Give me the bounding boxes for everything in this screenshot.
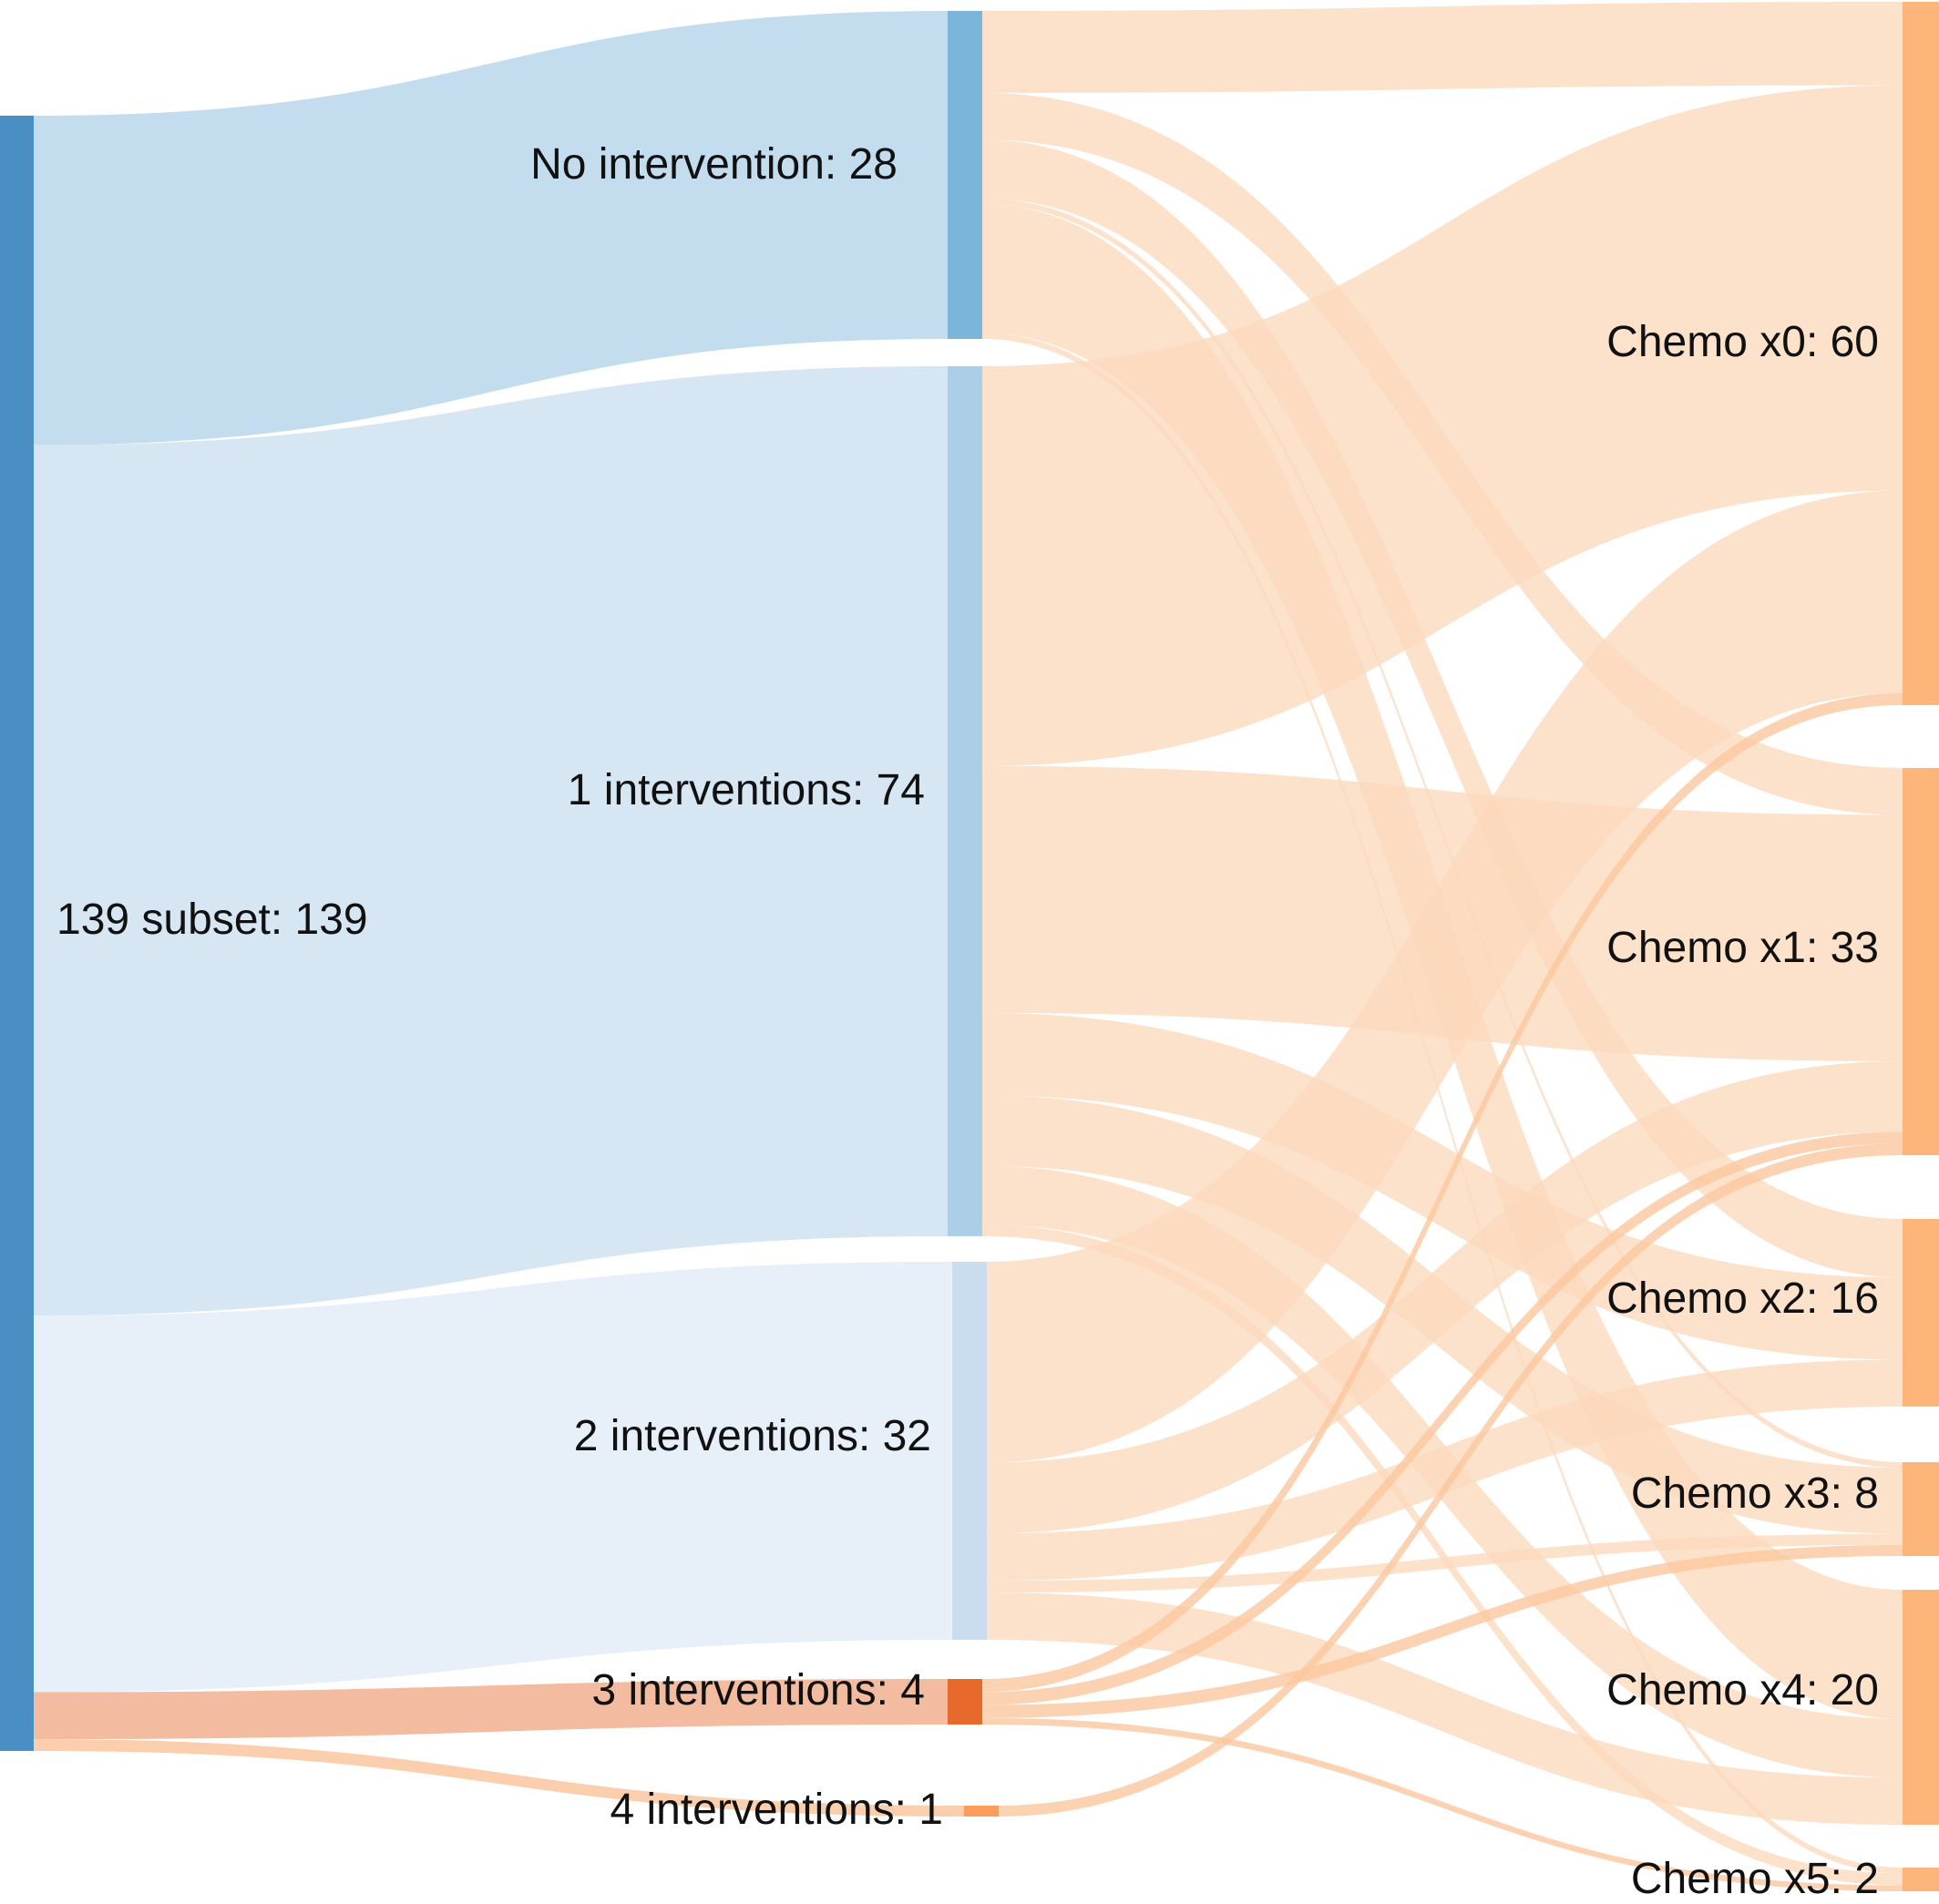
link-int3-to-c5 — [982, 1717, 1903, 1891]
node-label-int4: 4 interventions: 1 — [610, 1786, 943, 1834]
node-label-int3: 3 interventions: 4 — [591, 1666, 925, 1715]
node-bar-int3 — [948, 1679, 982, 1725]
link-subset-to-int4 — [34, 1739, 964, 1817]
link-int0-to-c2 — [982, 139, 1903, 1278]
link-subset-to-int2 — [34, 1262, 952, 1693]
link-subset-to-int0 — [34, 11, 948, 445]
link-subset-to-int3 — [34, 1679, 948, 1740]
link-int0-to-c5 — [982, 333, 1903, 1874]
node-label-int2: 2 interventions: 32 — [574, 1412, 931, 1460]
link-int1-to-c0 — [982, 85, 1903, 766]
link-int3-to-c0 — [982, 692, 1903, 1693]
node-label-int1: 1 interventions: 74 — [568, 766, 925, 814]
node-bar-c5 — [1903, 1868, 1939, 1891]
node-label-c2: Chemo x2: 16 — [1606, 1274, 1879, 1323]
node-bar-c0 — [1903, 2, 1939, 705]
node-label-c4: Chemo x4: 20 — [1606, 1666, 1879, 1715]
node-label-subset: 139 subset: 139 — [56, 896, 368, 944]
node-bar-subset — [0, 116, 34, 1751]
link-int4-to-c1 — [999, 1143, 1903, 1817]
node-bar-int4 — [964, 1806, 999, 1817]
link-int2-to-c4 — [987, 1592, 1903, 1825]
node-label-c5: Chemo x5: 2 — [1631, 1855, 1879, 1903]
labels-layer: 139 subset: 139 No intervention: 28 1 inte… — [56, 140, 1879, 1903]
link-int3-to-c3 — [982, 1544, 1903, 1718]
links-layer — [34, 2, 1903, 1891]
node-bar-int1 — [948, 366, 982, 1236]
node-bar-c4 — [1903, 1590, 1939, 1825]
node-label-int0: No intervention: 28 — [530, 140, 898, 189]
node-bar-int2 — [952, 1262, 987, 1640]
node-bar-c3 — [1903, 1462, 1939, 1556]
node-label-c3: Chemo x3: 8 — [1631, 1469, 1879, 1518]
node-label-c1: Chemo x1: 33 — [1606, 924, 1879, 972]
link-int2-to-c0 — [987, 490, 1903, 1463]
node-label-c0: Chemo x0: 60 — [1606, 318, 1879, 366]
link-int3-to-c1 — [982, 1131, 1903, 1705]
link-int2-to-c2 — [987, 1359, 1903, 1582]
link-int2-to-c1 — [987, 1060, 1903, 1534]
link-int1-to-c5 — [982, 1224, 1903, 1886]
node-bar-c1 — [1903, 768, 1939, 1155]
node-bar-c2 — [1903, 1219, 1939, 1407]
node-bar-int0 — [948, 11, 982, 339]
link-int0-to-c0 — [982, 2, 1903, 93]
link-subset-to-int1 — [34, 366, 948, 1316]
